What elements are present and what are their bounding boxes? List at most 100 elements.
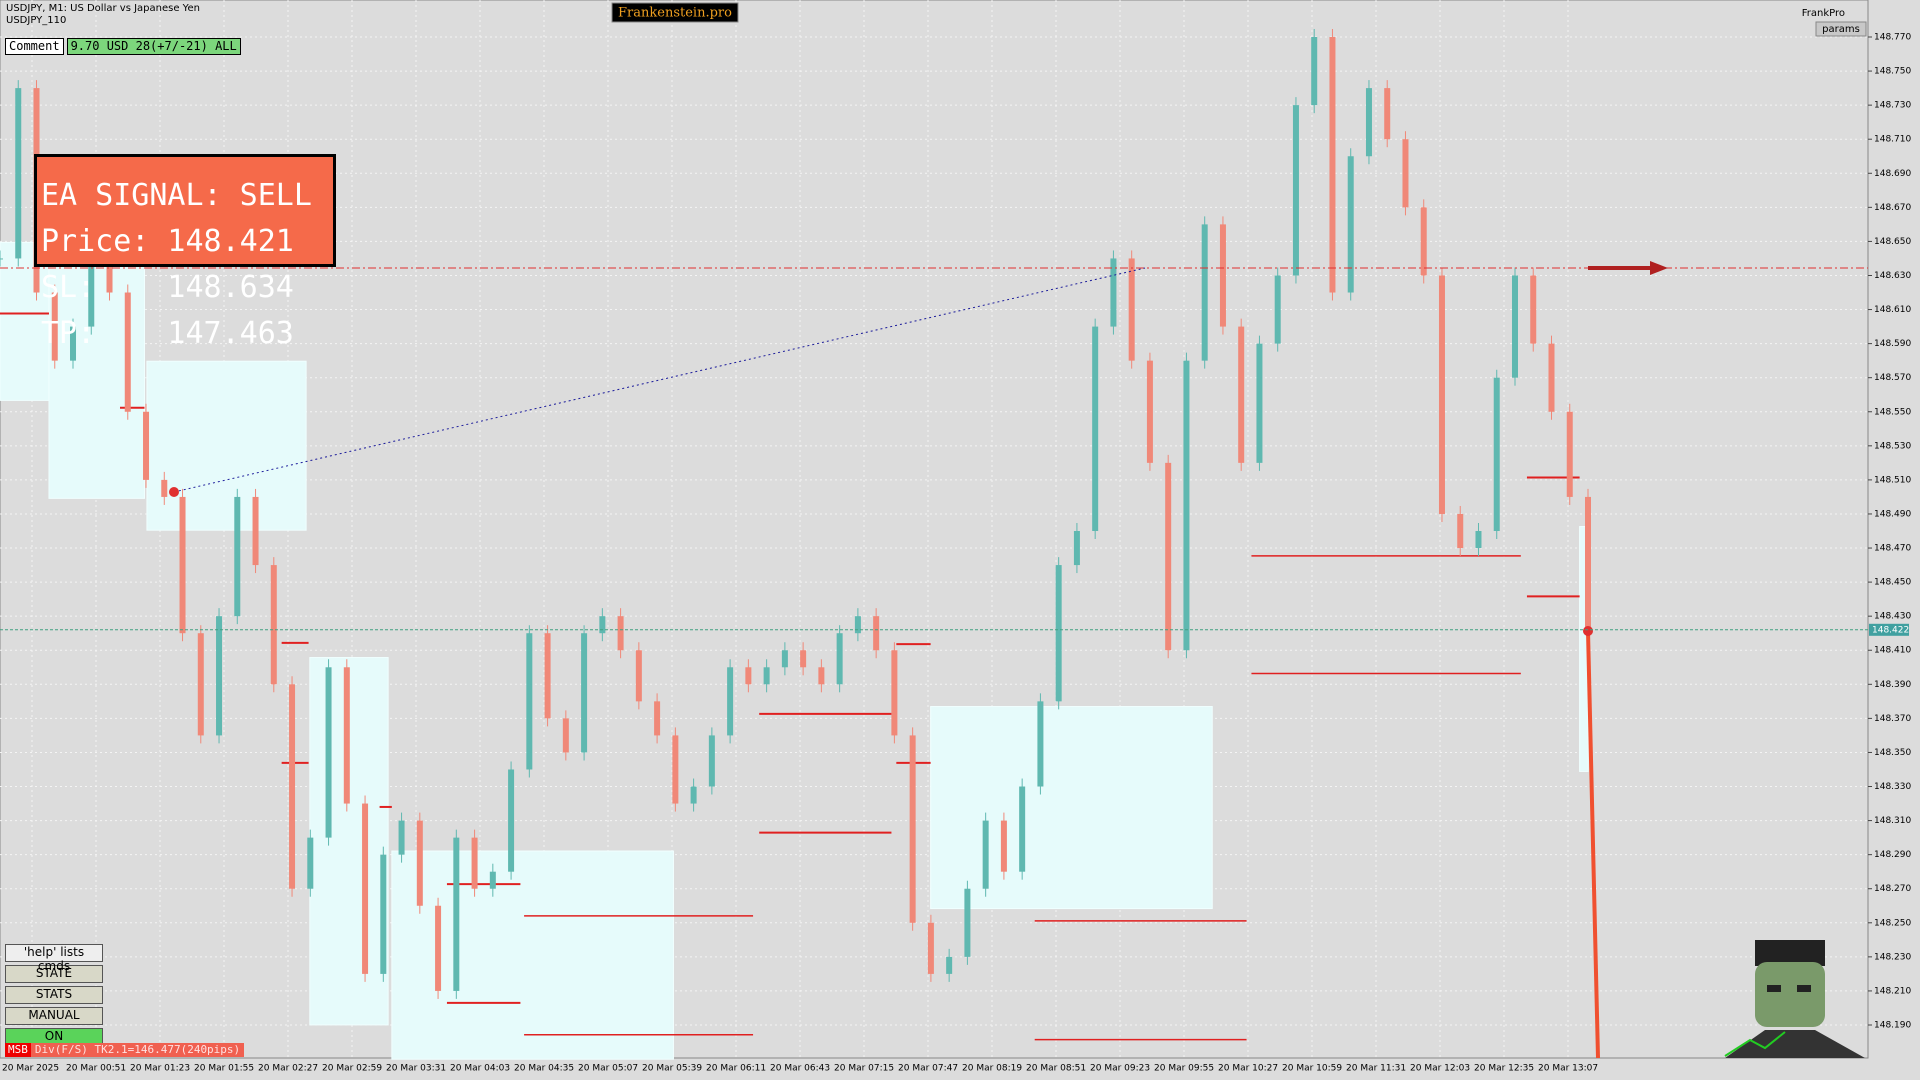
candle-body bbox=[1548, 343, 1555, 412]
x-tick-label: 20 Mar 08:19 bbox=[962, 1064, 1022, 1074]
x-tick-label: 20 Mar 01:23 bbox=[130, 1064, 190, 1074]
candle-body bbox=[1511, 275, 1518, 378]
candle-body bbox=[1128, 258, 1135, 361]
arrow-head bbox=[1650, 261, 1668, 275]
y-tick-label: 148.770 bbox=[1874, 33, 1911, 43]
candle-body bbox=[727, 667, 734, 736]
candle-body bbox=[362, 803, 369, 974]
candle-body bbox=[1110, 258, 1117, 327]
signal-panel: EA SIGNAL: SELL Price: 148.421 SL: 148.6… bbox=[34, 154, 336, 349]
y-tick-label: 148.690 bbox=[1874, 169, 1911, 179]
candle-body bbox=[927, 922, 934, 974]
candle-body bbox=[526, 633, 533, 770]
entry-marker bbox=[1583, 626, 1593, 636]
x-tick-label: 20 Mar 06:43 bbox=[770, 1064, 830, 1074]
brand-box bbox=[611, 2, 739, 23]
y-tick-label: 148.290 bbox=[1874, 850, 1911, 860]
y-tick-label: 148.710 bbox=[1874, 135, 1911, 145]
candle-body bbox=[216, 616, 223, 736]
y-tick-label: 148.250 bbox=[1874, 918, 1911, 928]
y-tick-label: 148.670 bbox=[1874, 203, 1911, 213]
y-tick-label: 148.210 bbox=[1874, 986, 1911, 996]
control-button[interactable]: STATS bbox=[5, 986, 103, 1004]
help-label: 'help' lists cmds bbox=[5, 944, 103, 973]
x-tick-label: 20 Mar 13:07 bbox=[1538, 1064, 1598, 1074]
candle-body bbox=[270, 565, 277, 685]
y-tick-label: 148.490 bbox=[1874, 509, 1911, 519]
candle-body bbox=[1037, 701, 1044, 787]
x-tick-label: 20 Mar 12:35 bbox=[1474, 1064, 1534, 1074]
candle-body bbox=[635, 650, 642, 702]
signal-price: Price: 148.421 bbox=[41, 224, 294, 259]
candle-body bbox=[0, 258, 3, 260]
comment-value: 9.70 USD 28(+7/-21) ALL bbox=[66, 38, 241, 55]
candle-body bbox=[818, 667, 825, 685]
x-tick-label: 20 Mar 00:51 bbox=[66, 1064, 126, 1074]
entry-marker bbox=[169, 487, 179, 497]
x-tick-label: 20 Mar 02:59 bbox=[322, 1064, 382, 1074]
control-button[interactable]: STATE bbox=[5, 965, 103, 983]
y-tick-label: 148.370 bbox=[1874, 714, 1911, 724]
candle-body bbox=[1566, 411, 1573, 497]
mascot bbox=[1724, 940, 1865, 1058]
current-price-box bbox=[1869, 623, 1909, 636]
control-button[interactable]: MANUAL bbox=[5, 1007, 103, 1025]
status-tag: MSB bbox=[5, 1043, 31, 1057]
candle-body bbox=[15, 88, 22, 259]
candle-body bbox=[398, 820, 405, 855]
x-tick-label: 20 Mar 04:35 bbox=[514, 1064, 574, 1074]
candle-body bbox=[1019, 786, 1026, 872]
y-tick-label: 148.450 bbox=[1874, 578, 1911, 588]
x-tick-label: 20 Mar 02:27 bbox=[258, 1064, 318, 1074]
current-price-label: 148.422 bbox=[1872, 625, 1909, 635]
candle-body bbox=[489, 871, 496, 889]
candle-body bbox=[1219, 224, 1226, 327]
y-tick-label: 148.190 bbox=[1874, 1021, 1911, 1031]
candle-body bbox=[800, 650, 807, 668]
zone bbox=[391, 850, 674, 1060]
x-tick-label: 20 Mar 05:39 bbox=[642, 1064, 702, 1074]
params-button[interactable] bbox=[1815, 21, 1867, 37]
control-button[interactable]: ON bbox=[5, 1028, 103, 1046]
candle-body bbox=[325, 667, 332, 838]
candle-body bbox=[946, 956, 953, 974]
candle-body bbox=[581, 633, 588, 753]
candle-body bbox=[1365, 88, 1372, 157]
x-tick-label: 20 Mar 09:55 bbox=[1154, 1064, 1214, 1074]
candle-body bbox=[508, 769, 515, 872]
candle-body bbox=[197, 633, 204, 736]
candle-body bbox=[1055, 565, 1062, 702]
candle-body bbox=[234, 496, 241, 617]
candle-body bbox=[143, 411, 150, 480]
candle-body bbox=[161, 479, 168, 497]
x-tick-label: 20 Mar 10:27 bbox=[1218, 1064, 1278, 1074]
y-tick-label: 148.470 bbox=[1874, 544, 1911, 554]
candle-body bbox=[617, 616, 624, 651]
y-tick-label: 148.570 bbox=[1874, 373, 1911, 383]
y-tick-label: 148.350 bbox=[1874, 748, 1911, 758]
x-tick-label: 20 Mar 03:31 bbox=[386, 1064, 446, 1074]
status-bar: MSB Div(F/S) TK2.1=146.477(240pips) bbox=[5, 1043, 245, 1057]
comment-label: Comment bbox=[5, 38, 64, 55]
brand: Frankenstein.pro bbox=[618, 6, 732, 21]
drop-line bbox=[1586, 630, 1600, 1059]
candle-body bbox=[1165, 462, 1172, 651]
candle-body bbox=[964, 888, 971, 957]
grid bbox=[0, 0, 1868, 1058]
x-tick-label: 20 Mar 05:07 bbox=[578, 1064, 638, 1074]
candle-body bbox=[307, 837, 314, 889]
candle-body bbox=[1238, 326, 1245, 463]
candle-body bbox=[343, 667, 350, 804]
y-tick-label: 148.650 bbox=[1874, 237, 1911, 247]
x-tick-label: 20 Mar 07:47 bbox=[898, 1064, 958, 1074]
candle-body bbox=[781, 650, 788, 668]
candle-body bbox=[1256, 343, 1263, 463]
candle-body bbox=[289, 684, 296, 889]
y-tick-label: 148.330 bbox=[1874, 782, 1911, 792]
candle-body bbox=[562, 718, 569, 753]
candle-body bbox=[1530, 275, 1537, 344]
signal-title: EA SIGNAL: SELL bbox=[41, 178, 312, 213]
y-tick-label: 148.390 bbox=[1874, 680, 1911, 690]
candle-body bbox=[70, 326, 77, 361]
